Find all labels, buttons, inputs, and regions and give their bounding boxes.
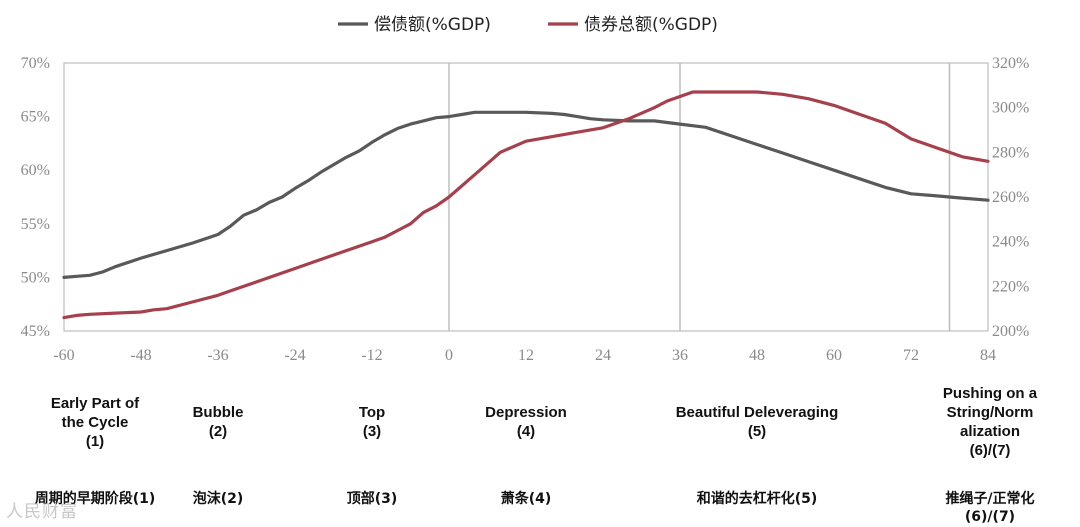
legend: 偿债额(%GDP) 债券总额(%GDP) <box>338 15 718 35</box>
phase-label-cn: 萧条(4) <box>500 491 552 507</box>
phase-label-en: Beautiful Deleveraging (5) <box>675 404 839 440</box>
x-tick-label: 72 <box>903 347 919 364</box>
x-tick-label: -24 <box>284 347 305 364</box>
right-tick-label: 240% <box>992 234 1029 251</box>
phase-label-cn: 和谐的去杠杆化(5) <box>696 491 818 507</box>
series-line-2 <box>62 90 990 320</box>
left-axis-ticks: 45% 50% 55% 60% 65% 70% <box>21 55 50 340</box>
series-lines <box>62 90 990 320</box>
phase-label-en: Depression (4) <box>485 404 567 440</box>
x-tick-label: 36 <box>672 347 688 364</box>
phase-label-en: Top (3) <box>358 404 386 440</box>
plot-border <box>63 62 989 332</box>
x-tick-label: 60 <box>826 347 842 364</box>
series-line-1 <box>62 110 990 279</box>
plot-frame <box>63 62 989 332</box>
right-tick-label: 280% <box>992 144 1029 161</box>
x-tick-label: -60 <box>53 347 74 364</box>
watermark: 人民财富 <box>6 502 78 522</box>
right-tick-label: 260% <box>992 189 1029 206</box>
phase-label-en: Bubble (2) <box>192 404 244 440</box>
legend-label-2: 债券总额(%GDP) <box>584 15 718 35</box>
left-tick-label: 65% <box>21 109 50 126</box>
phase-label-en: Early Part of the Cycle (1) <box>50 395 140 450</box>
left-tick-label: 55% <box>21 216 50 233</box>
left-tick-label: 50% <box>21 269 50 286</box>
right-axis-ticks: 200% 220% 240% 260% 280% 300% 320% <box>992 55 1029 340</box>
right-tick-label: 220% <box>992 278 1029 295</box>
x-tick-label: -36 <box>207 347 228 364</box>
right-tick-label: 300% <box>992 100 1029 117</box>
left-tick-label: 60% <box>21 162 50 179</box>
right-tick-label: 200% <box>992 323 1029 340</box>
left-tick-label: 70% <box>21 55 50 72</box>
phase-label-cn: 泡沫(2) <box>192 491 244 507</box>
x-tick-label: -48 <box>130 347 151 364</box>
phase-label-en: Pushing on a String/Norm alization (6)/(… <box>942 385 1038 459</box>
phase-label-cn: 顶部(3) <box>346 491 398 507</box>
x-tick-label: 12 <box>518 347 534 364</box>
x-tick-label: 24 <box>595 347 611 364</box>
right-tick-label: 320% <box>992 55 1029 72</box>
x-tick-label: 0 <box>445 347 453 364</box>
x-tick-label: 48 <box>749 347 765 364</box>
legend-label-1: 偿债额(%GDP) <box>374 15 491 35</box>
phase-label-cn: 周期的早期阶段(1) <box>34 491 156 507</box>
vertical-markers <box>448 63 951 331</box>
x-tick-label: -12 <box>361 347 382 364</box>
x-tick-label: 84 <box>980 347 996 364</box>
x-axis-ticks: -60 -48 -36 -24 -12 0 12 24 36 48 60 72 84 <box>53 347 996 364</box>
phase-label-cn: 推绳子/正常化 (6)/(7) <box>945 491 1035 525</box>
left-tick-label: 45% <box>21 323 50 340</box>
